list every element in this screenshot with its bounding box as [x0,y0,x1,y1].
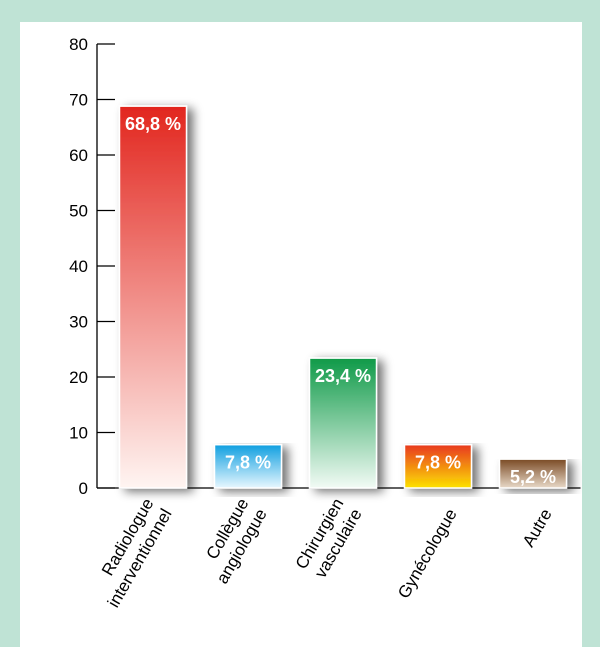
y-tick-label: 0 [79,479,88,498]
y-tick-label: 40 [69,257,88,276]
y-tick-label: 50 [69,202,88,221]
bar-value-label: 7,8 % [415,453,461,473]
bar-value-label: 68,8 % [125,114,181,134]
y-tick-label: 10 [69,424,88,443]
category-label-line: Autre [519,506,556,551]
category-label-line: Gynécologue [394,506,461,602]
bar [498,458,568,489]
bars: 68,8 % 7,8 % 23,4 % 7,8 % 5,2 % [118,105,568,489]
bar-chart: 0 10 20 30 40 50 60 70 80 68,8 % 7,8 % 23,4 % 7,8 %… [69,35,581,611]
y-tick-label: 80 [69,35,88,54]
category-label: Autre [519,506,556,551]
category-label: Gynécologue [394,506,461,602]
bar-value-label: 5,2 % [510,467,556,487]
y-tick-label: 30 [69,313,88,332]
bar [213,443,283,489]
chart-frame: 0 10 20 30 40 50 60 70 80 68,8 % 7,8 % 23,4 % 7,8 %… [20,22,582,647]
y-tick-label: 70 [69,91,88,110]
bar [118,105,188,489]
y-tick-label: 60 [69,146,88,165]
bar-value-label: 23,4 % [315,366,371,386]
bar [308,357,378,489]
bar [403,443,473,489]
y-tick-label: 20 [69,368,88,387]
bar-value-label: 7,8 % [225,453,271,473]
